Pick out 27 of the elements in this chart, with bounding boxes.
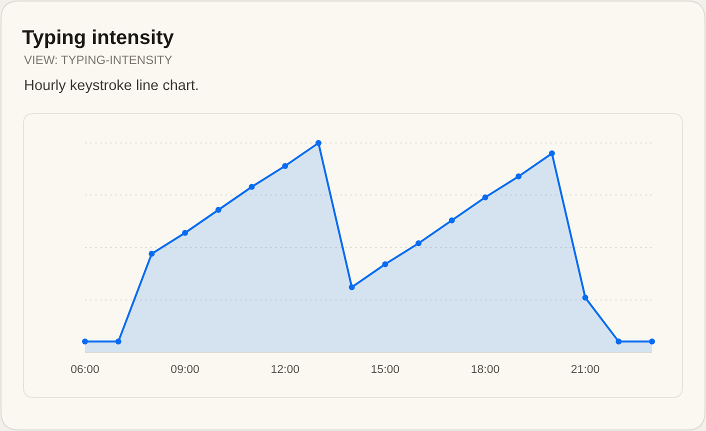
x-tick-label: 06:00 bbox=[70, 364, 100, 376]
point bbox=[182, 230, 188, 236]
point bbox=[649, 338, 655, 345]
x-tick-label: 15:00 bbox=[370, 364, 400, 376]
x-tick-label: 09:00 bbox=[170, 364, 200, 376]
point bbox=[382, 261, 388, 268]
point bbox=[248, 184, 255, 190]
point bbox=[416, 240, 422, 246]
point bbox=[82, 338, 88, 345]
point bbox=[516, 173, 522, 180]
point bbox=[582, 294, 588, 301]
x-tick-label: 21:00 bbox=[570, 364, 600, 376]
point bbox=[315, 140, 322, 146]
point bbox=[215, 206, 222, 213]
chart-subtitle: VIEW: TYPING-INTENSITY bbox=[24, 53, 172, 67]
point bbox=[115, 338, 122, 345]
point bbox=[282, 162, 288, 169]
chart-title: Typing intensity bbox=[22, 27, 175, 49]
point bbox=[548, 150, 555, 156]
point bbox=[448, 217, 455, 224]
text: Hourly keystroke line chart. bbox=[24, 78, 199, 94]
point bbox=[482, 194, 488, 200]
point bbox=[148, 250, 155, 257]
x-tick-label: 18:00 bbox=[470, 364, 500, 376]
x-tick-label: 12:00 bbox=[270, 364, 300, 376]
point bbox=[616, 338, 622, 345]
point bbox=[348, 284, 355, 290]
